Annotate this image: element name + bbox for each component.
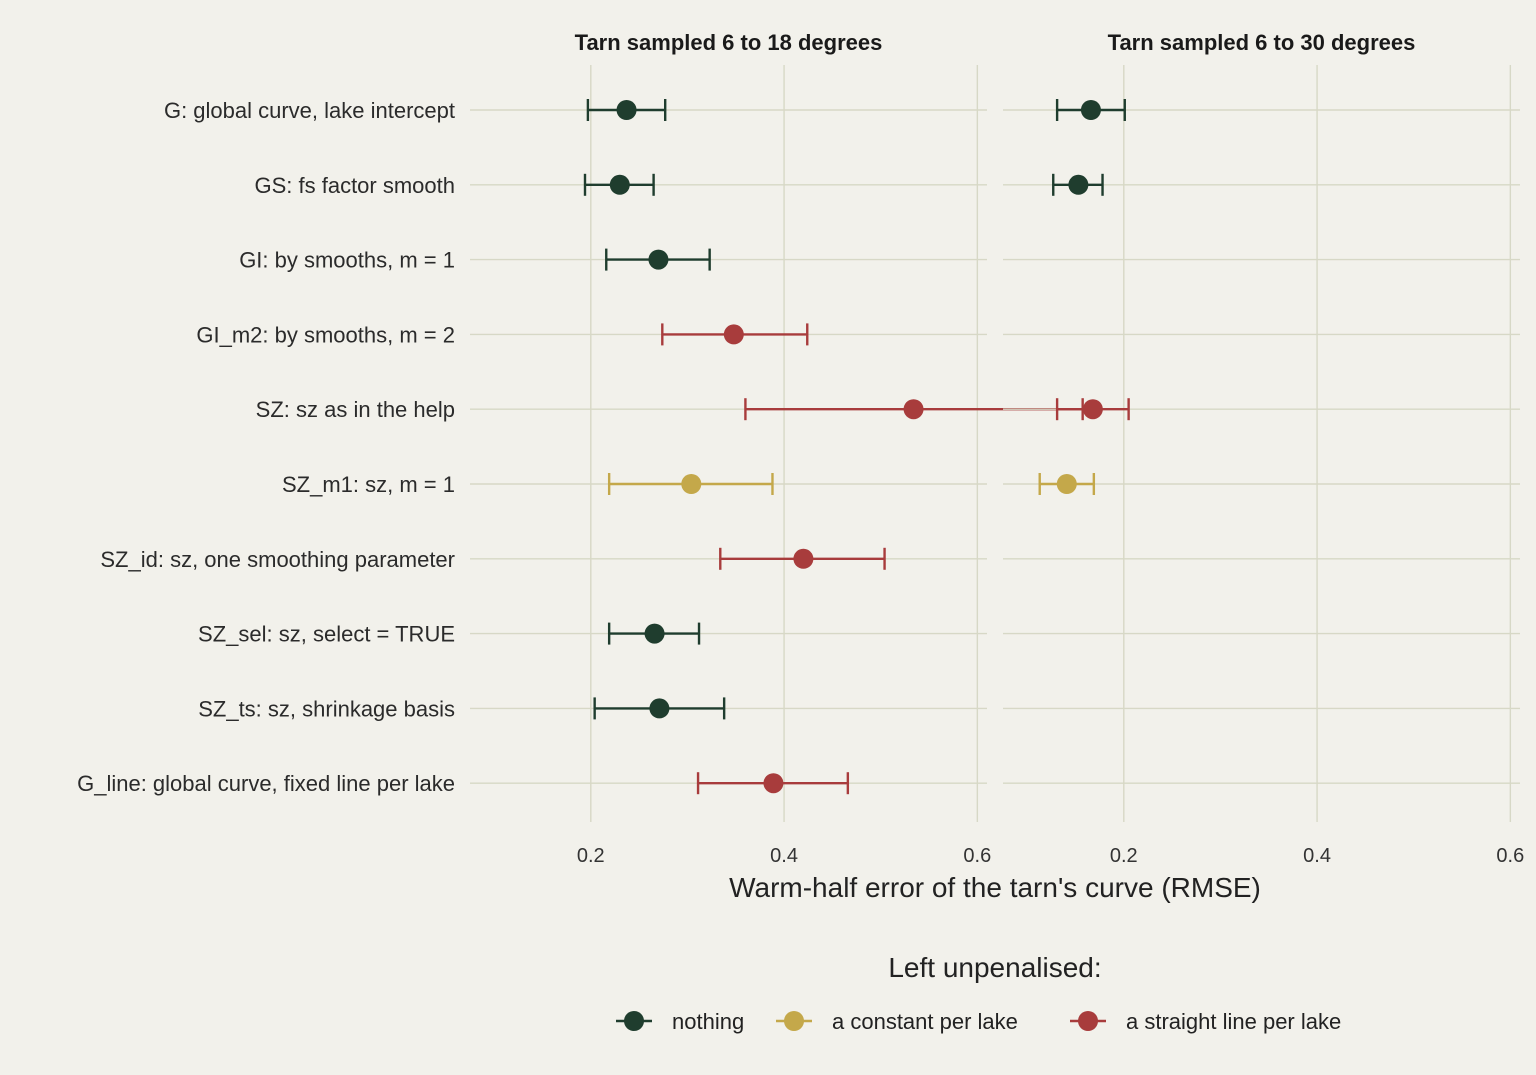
row-label: GI_m2: by smooths, m = 2 (196, 322, 455, 347)
legend-title: Left unpenalised: (888, 952, 1101, 983)
x-tick-label: 0.4 (770, 845, 798, 867)
data-point (609, 174, 630, 195)
data-point (1080, 100, 1101, 120)
data-point (723, 324, 744, 345)
legend-key-marker (784, 1011, 804, 1031)
row-label: SZ_id: sz, one smoothing parameter (100, 547, 455, 572)
data-point (616, 100, 637, 120)
data-point (1056, 474, 1077, 494)
data-point (644, 623, 665, 644)
legend-label: a straight line per lake (1126, 1009, 1341, 1034)
row-label: G: global curve, lake intercept (164, 98, 455, 123)
legend-label: a constant per lake (832, 1009, 1018, 1034)
data-point (1068, 174, 1089, 195)
data-point (648, 249, 669, 270)
x-tick-label: 0.2 (1110, 845, 1138, 867)
legend-key-marker (624, 1011, 644, 1031)
facet-title: Tarn sampled 6 to 18 degrees (575, 30, 883, 55)
data-point (763, 773, 784, 794)
data-point (903, 399, 924, 420)
x-tick-label: 0.6 (963, 845, 991, 867)
x-axis-title: Warm-half error of the tarn's curve (RMS… (729, 872, 1261, 903)
row-label: SZ: sz as in the help (256, 397, 455, 422)
row-label: SZ_m1: sz, m = 1 (282, 472, 455, 497)
row-label: GI: by smooths, m = 1 (239, 248, 455, 273)
row-label: SZ_sel: sz, select = TRUE (198, 622, 455, 647)
row-label: G_line: global curve, fixed line per lak… (77, 771, 455, 796)
facet-title: Tarn sampled 6 to 30 degrees (1108, 30, 1416, 55)
data-point (793, 548, 814, 569)
row-label: GS: fs factor smooth (254, 173, 455, 198)
legend-key-marker (1078, 1011, 1098, 1031)
x-tick-label: 0.2 (577, 845, 605, 867)
data-point (1082, 399, 1103, 420)
legend-label: nothing (672, 1009, 744, 1034)
x-tick-label: 0.4 (1303, 845, 1331, 867)
data-point (649, 698, 670, 719)
data-point (681, 474, 702, 494)
row-label: SZ_ts: sz, shrinkage basis (198, 696, 455, 721)
x-tick-label: 0.6 (1496, 845, 1524, 867)
